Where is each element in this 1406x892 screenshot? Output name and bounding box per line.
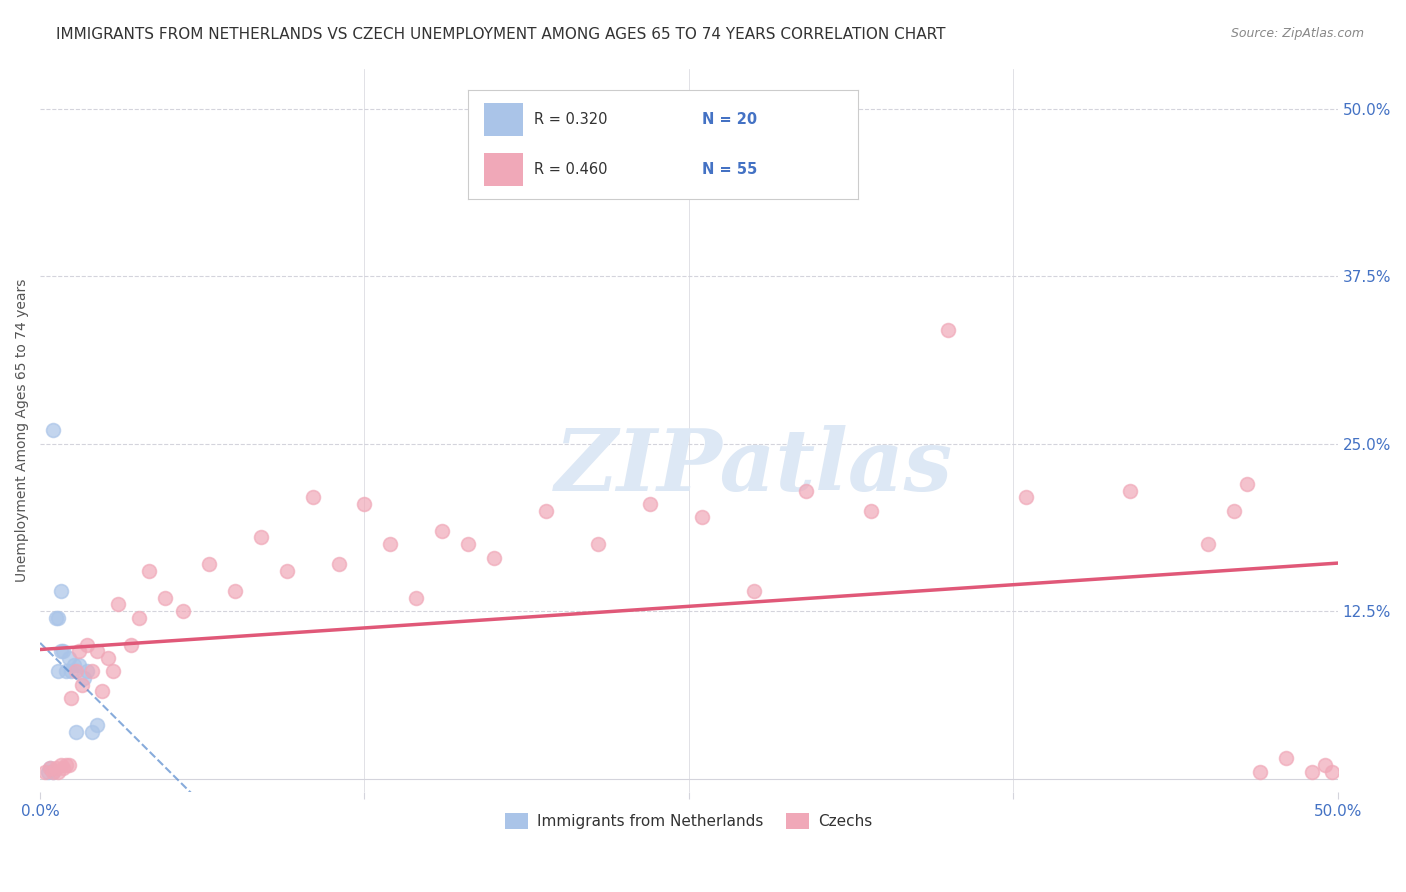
Point — [37, 764, 59, 779]
Text: IMMIGRANTS FROM NETHERLANDS VS CZECH UNEMPLOYMENT AMONG AGES 65 TO 74 YEARS CORR: IMMIGRANTS FROM NETHERLANDS VS CZECH UNE… — [56, 27, 946, 42]
Point — [353, 497, 375, 511]
Point — [52, 761, 75, 775]
Point — [39, 761, 62, 775]
Point — [638, 497, 661, 511]
Text: Source: ZipAtlas.com: Source: ZipAtlas.com — [1230, 27, 1364, 40]
Point — [794, 483, 817, 498]
Point — [42, 764, 65, 779]
Point — [380, 537, 402, 551]
Point — [58, 651, 80, 665]
Point — [742, 584, 765, 599]
Point — [1274, 751, 1296, 765]
Point — [1119, 483, 1142, 498]
Point — [128, 611, 150, 625]
Point — [1197, 537, 1219, 551]
Point — [534, 503, 557, 517]
Point — [138, 564, 160, 578]
Point — [46, 764, 69, 779]
Point — [405, 591, 427, 605]
Point — [101, 665, 124, 679]
Point — [55, 665, 77, 679]
Point — [328, 558, 350, 572]
Point — [60, 691, 83, 706]
Point — [46, 611, 69, 625]
Legend: Immigrants from Netherlands, Czechs: Immigrants from Netherlands, Czechs — [499, 806, 879, 835]
Point — [76, 665, 98, 679]
Point — [76, 638, 98, 652]
Text: ZIPatlas: ZIPatlas — [555, 425, 953, 508]
Point — [120, 638, 142, 652]
Point — [73, 671, 96, 685]
Point — [301, 490, 323, 504]
Point — [63, 657, 86, 672]
Point — [1236, 476, 1258, 491]
Point — [86, 644, 108, 658]
Point — [1249, 764, 1271, 779]
Point — [34, 764, 56, 779]
Point — [690, 510, 713, 524]
Point — [484, 550, 506, 565]
Point — [1322, 764, 1344, 779]
Point — [938, 323, 960, 337]
Point — [1223, 503, 1246, 517]
Point — [91, 684, 114, 698]
Point — [49, 758, 72, 772]
Point — [58, 758, 80, 772]
Point — [80, 724, 103, 739]
Point — [859, 503, 882, 517]
Point — [42, 423, 65, 437]
Point — [249, 530, 271, 544]
Point — [1015, 490, 1038, 504]
Point — [42, 764, 65, 779]
Point — [49, 644, 72, 658]
Point — [39, 761, 62, 775]
Point — [107, 598, 129, 612]
Point — [55, 758, 77, 772]
Point — [49, 584, 72, 599]
Y-axis label: Unemployment Among Ages 65 to 74 years: Unemployment Among Ages 65 to 74 years — [15, 278, 30, 582]
Point — [60, 665, 83, 679]
Point — [80, 665, 103, 679]
Point — [52, 644, 75, 658]
Point — [70, 678, 93, 692]
Point — [86, 718, 108, 732]
Point — [224, 584, 246, 599]
Point — [65, 724, 87, 739]
Point — [97, 651, 120, 665]
Point — [172, 604, 194, 618]
Point — [65, 665, 87, 679]
Point — [46, 665, 69, 679]
Point — [457, 537, 479, 551]
Point — [153, 591, 176, 605]
Point — [67, 657, 90, 672]
Point — [1301, 764, 1323, 779]
Point — [1313, 758, 1336, 772]
Point — [432, 524, 454, 538]
Point — [276, 564, 298, 578]
Point — [45, 611, 67, 625]
Point — [45, 761, 67, 775]
Point — [67, 644, 90, 658]
Point — [197, 558, 219, 572]
Point — [586, 537, 609, 551]
